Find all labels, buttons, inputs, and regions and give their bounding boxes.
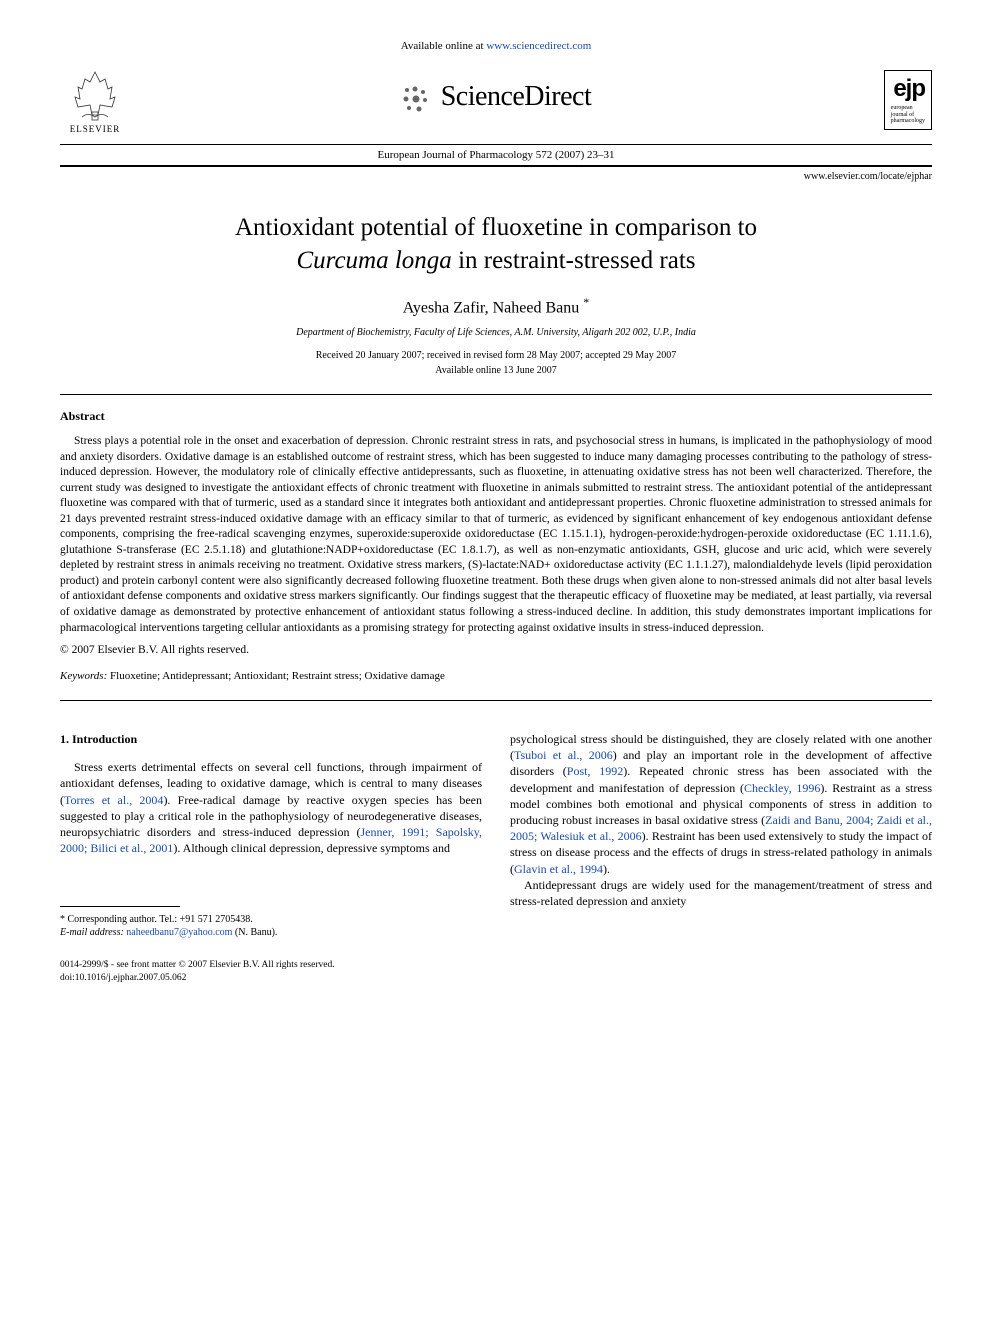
journal-citation: European Journal of Pharmacology 572 (20…	[60, 144, 932, 167]
elsevier-tree-icon	[70, 67, 120, 122]
footnote-corresponding: * Corresponding author. Tel.: +91 571 27…	[60, 913, 482, 926]
abstract-heading: Abstract	[60, 409, 932, 424]
keywords: Keywords: Fluoxetine; Antidepressant; An…	[60, 670, 932, 682]
right-column: psychological stress should be distingui…	[510, 731, 932, 984]
ref-checkley[interactable]: Checkley, 1996	[744, 781, 820, 795]
authors: Ayesha Zafir, Naheed Banu *	[60, 295, 932, 317]
ejp-fullname: european journal of pharmacology	[891, 105, 925, 125]
keywords-label: Keywords:	[60, 670, 107, 682]
journal-url[interactable]: www.elsevier.com/locate/ejphar	[60, 171, 932, 182]
article-title: Antioxidant potential of fluoxetine in c…	[60, 212, 932, 277]
divider-bottom	[60, 700, 932, 701]
elsevier-logo: ELSEVIER	[60, 60, 130, 140]
ref-tsuboi[interactable]: Tsuboi et al., 2006	[514, 748, 613, 762]
elsevier-label: ELSEVIER	[70, 124, 121, 134]
ejp-logo: ejp european journal of pharmacology	[862, 70, 932, 130]
email-label: E-mail address:	[60, 927, 124, 938]
available-online: Available online at www.sciencedirect.co…	[60, 40, 932, 52]
intro-para3: Antidepressant drugs are widely used for…	[510, 877, 932, 909]
footer-issn: 0014-2999/$ - see front matter © 2007 El…	[60, 959, 482, 971]
sciencedirect-url[interactable]: www.sciencedirect.com	[486, 40, 591, 52]
keywords-list: Fluoxetine; Antidepressant; Antioxidant;…	[107, 670, 445, 682]
footnote-email: E-mail address: naheedbanu7@yahoo.com (N…	[60, 926, 482, 939]
date-online: Available online 13 June 2007	[60, 365, 932, 376]
affiliation: Department of Biochemistry, Faculty of L…	[60, 327, 932, 338]
title-line2-italic: Curcuma longa	[296, 247, 451, 274]
available-text: Available online at	[401, 40, 487, 52]
author-names: Ayesha Zafir, Naheed Banu	[403, 299, 583, 316]
intro-heading: 1. Introduction	[60, 731, 482, 747]
divider-top	[60, 394, 932, 395]
title-line2-rest: in restraint-stressed rats	[452, 247, 696, 274]
email-address[interactable]: naheedbanu7@yahoo.com	[126, 927, 232, 938]
footnote-divider	[60, 906, 180, 907]
abstract-body: Stress plays a potential role in the ons…	[60, 434, 932, 636]
left-column: 1. Introduction Stress exerts detrimenta…	[60, 731, 482, 984]
header-logo-row: ELSEVIER ScienceDirect ejp european jour…	[60, 60, 932, 140]
sciencedirect-text: ScienceDirect	[441, 81, 592, 112]
intro-para1: Stress exerts detrimental effects on sev…	[60, 759, 482, 856]
footer-doi: doi:10.1016/j.ejphar.2007.05.062	[60, 972, 482, 984]
date-received: Received 20 January 2007; received in re…	[60, 350, 932, 361]
body-columns: 1. Introduction Stress exerts detrimenta…	[60, 731, 932, 984]
sd-dots-icon	[401, 84, 431, 119]
title-line1: Antioxidant potential of fluoxetine in c…	[235, 214, 757, 241]
email-suffix: (N. Banu).	[232, 927, 277, 938]
ref-torres[interactable]: Torres et al., 2004	[64, 793, 163, 807]
abstract-copyright: © 2007 Elsevier B.V. All rights reserved…	[60, 644, 932, 656]
ejp-abbrev: ejp	[891, 75, 925, 103]
ref-glavin[interactable]: Glavin et al., 1994	[514, 862, 603, 876]
intro-para2: psychological stress should be distingui…	[510, 731, 932, 877]
ref-post[interactable]: Post, 1992	[567, 764, 623, 778]
corresponding-marker: *	[583, 295, 589, 309]
footer-block: 0014-2999/$ - see front matter © 2007 El…	[60, 959, 482, 984]
sciencedirect-logo: ScienceDirect	[130, 81, 862, 119]
